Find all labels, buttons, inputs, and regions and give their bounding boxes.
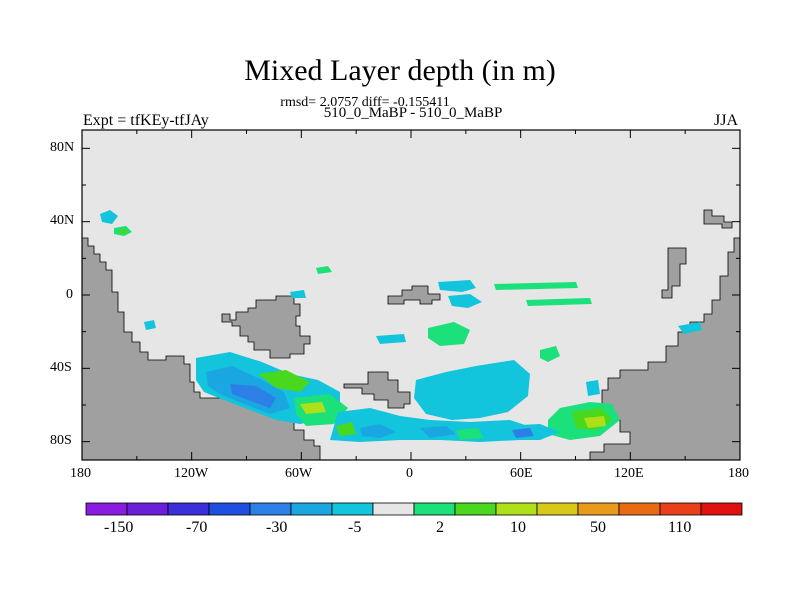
anomaly-patch (678, 322, 702, 334)
anomaly-yellow-southwest (300, 402, 326, 414)
season-label: JJA (714, 112, 739, 129)
colorbar-label: 110 (668, 519, 692, 536)
lon-label: 60E (510, 466, 533, 481)
axis-ticks (81, 130, 741, 460)
map-title: Mixed Layer depth (in m) (244, 54, 556, 87)
colorbar-label: -30 (266, 519, 288, 536)
lat-label: 0 (66, 287, 73, 302)
lon-label: 0 (406, 466, 413, 481)
lon-label: 120W (174, 466, 209, 481)
lon-label: 120E (614, 466, 644, 481)
anomaly-band-south-central (414, 360, 530, 420)
colorbar (85, 502, 743, 516)
colorbar-label: -70 (186, 519, 208, 536)
anomaly-blue-far-east (586, 380, 600, 396)
anomaly-patch (540, 346, 560, 362)
colorbar-label: 10 (510, 519, 526, 536)
anomaly-green-south (336, 422, 356, 436)
colorbar-cell (331, 502, 374, 516)
land-strip-e (661, 247, 687, 299)
colorbar-cell (290, 502, 333, 516)
colorbar-cell (167, 502, 210, 516)
colorbar-cell (454, 502, 497, 516)
lon-label: 180 (70, 466, 91, 481)
land-east (589, 237, 741, 461)
colorbar-label: 50 (590, 519, 606, 536)
colorbar-cell (85, 502, 128, 516)
colorbar-cell (659, 502, 702, 516)
anomaly-patch (376, 334, 406, 344)
anomaly-patch (526, 298, 592, 306)
anomaly-patch (494, 282, 578, 290)
land-central (387, 285, 441, 305)
lat-label: 40N (50, 213, 75, 228)
anomaly-patch (448, 294, 482, 308)
anomaly-blue-south-deep (360, 424, 396, 438)
colorbar-cell (208, 502, 251, 516)
anomaly-band-southwest-deeper (230, 384, 276, 408)
lat-label: 80N (50, 140, 75, 155)
land-central-west (221, 295, 311, 359)
colorbar-cell (372, 502, 415, 516)
anomaly-patch (118, 229, 128, 234)
map-subtitle: 510_0_MaBP - 510_0_MaBP (323, 105, 503, 121)
anomaly-blue-south-deep-2 (420, 426, 456, 438)
anomaly-patch (290, 290, 306, 298)
colorbar-label: 2 (436, 519, 444, 536)
colorbar-cell (577, 502, 620, 516)
anomaly-patch (144, 320, 156, 330)
colorbar-label: -5 (348, 519, 362, 536)
anomaly-patch (316, 266, 332, 274)
anomaly-green-southwest (258, 370, 310, 392)
lat-label: 80S (50, 433, 72, 448)
experiment-label: Expt = tfKEy-tfJAy (83, 112, 209, 129)
lon-label: 60W (285, 466, 313, 481)
colorbar-cell (413, 502, 456, 516)
anomaly-yellow-southeast (584, 416, 606, 428)
anomaly-blue-southeast-deep (512, 428, 534, 438)
colorbar-cell (618, 502, 661, 516)
lat-label: 40S (50, 360, 72, 375)
anomaly-patch (100, 210, 118, 224)
lon-label: 180 (728, 466, 749, 481)
colorbar-cell (249, 502, 292, 516)
colorbar-cell (700, 502, 743, 516)
colorbar-label: -150 (104, 519, 134, 536)
colorbar-cell (536, 502, 579, 516)
land-south-central (343, 371, 411, 409)
colorbar-cell (495, 502, 538, 516)
anomaly-patch (438, 280, 476, 292)
anomaly-patch (428, 322, 470, 346)
stats-line: rmsd= 2.0757 diff= -0.155411 (280, 95, 450, 110)
colorbar-cell (126, 502, 169, 516)
anomaly-green-south-2 (456, 428, 484, 440)
